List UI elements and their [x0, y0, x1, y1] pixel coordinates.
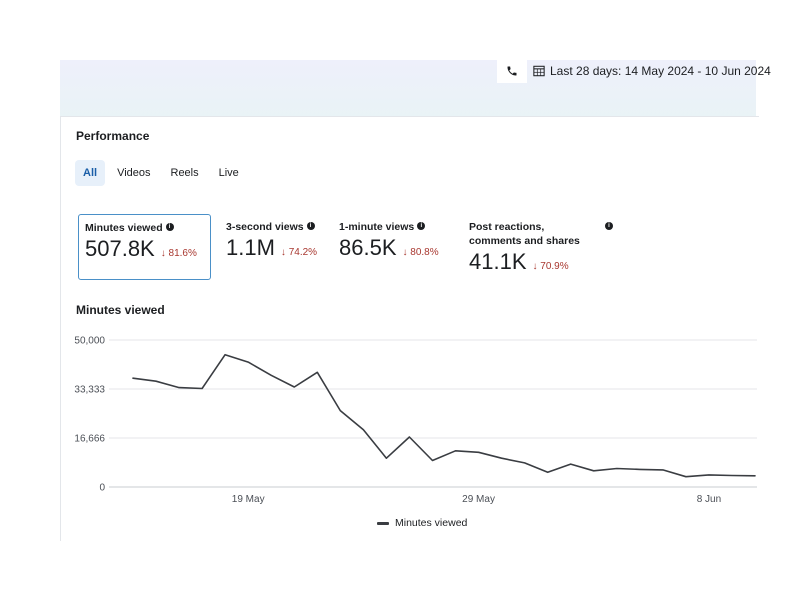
metric-value-row: 41.1K ↓ 70.9%: [469, 249, 619, 275]
header-band: [60, 60, 756, 118]
metric-label: 3-second views: [226, 221, 304, 233]
phone-icon: [507, 66, 517, 76]
tab-reels[interactable]: Reels: [170, 167, 199, 179]
metric-label-row: Minutes viewed i: [85, 221, 210, 235]
metric-value: 41.1K: [469, 249, 527, 274]
metric-card-3-second-views[interactable]: 3-second views i 1.1M ↓ 74.2%: [226, 220, 336, 261]
y-tick-label: 0: [99, 483, 105, 494]
metric-value-row: 1.1M ↓ 74.2%: [226, 235, 336, 261]
metric-label-row: 1-minute views i: [339, 220, 464, 234]
chart-legend[interactable]: Minutes viewed: [377, 517, 467, 529]
date-range-label: Last 28 days: 14 May 2024 - 10 Jun 2024: [550, 64, 771, 78]
x-tick-label: 29 May: [462, 494, 495, 505]
performance-panel: Performance All Videos Reels Live Minute…: [60, 116, 759, 541]
info-icon[interactable]: i: [417, 222, 426, 230]
minutes-viewed-chart: 0 16,666 33,333 50,000 19 May 29 May 8 Jun: [74, 336, 757, 505]
tab-live[interactable]: Live: [218, 167, 239, 179]
legend-label: Minutes viewed: [395, 517, 468, 529]
metric-card-1-minute-views[interactable]: 1-minute views i 86.5K ↓ 80.8%: [339, 220, 464, 261]
metric-label: Minutes viewed: [85, 222, 163, 234]
x-tick-label: 8 Jun: [697, 494, 721, 505]
calendar-icon: [533, 65, 545, 77]
metric-label: 1-minute views: [339, 221, 415, 233]
phone-button[interactable]: [497, 59, 527, 83]
metric-label-row: Post reactions, comments and shares i: [469, 220, 613, 248]
metric-card-post-reactions[interactable]: Post reactions, comments and shares i 41…: [469, 220, 619, 275]
metric-value: 507.8K: [85, 236, 155, 261]
info-icon[interactable]: i: [306, 222, 315, 230]
metric-label: Post reactions, comments and shares: [469, 221, 580, 247]
legend-swatch: [377, 521, 389, 525]
date-range-selector[interactable]: Last 28 days: 14 May 2024 - 10 Jun 2024: [533, 61, 771, 81]
chart-title: Minutes viewed: [76, 303, 165, 317]
info-icon[interactable]: i: [165, 223, 174, 231]
info-icon[interactable]: i: [605, 222, 613, 230]
panel-title: Performance: [76, 129, 150, 143]
series-line-minutes-viewed: [132, 353, 756, 478]
y-tick-label: 50,000: [74, 336, 105, 347]
tab-videos[interactable]: Videos: [117, 167, 151, 179]
tab-all[interactable]: All: [75, 160, 106, 186]
metric-value: 1.1M: [226, 235, 275, 260]
metric-label-row: 3-second views i: [226, 220, 336, 234]
metric-change: ↓ 74.2%: [280, 247, 318, 258]
y-tick-label: 16,666: [74, 434, 105, 445]
metric-change: ↓ 80.8%: [402, 247, 439, 258]
metric-value: 86.5K: [339, 235, 397, 260]
metric-value-row: 507.8K ↓ 81.6%: [85, 236, 210, 262]
metric-change: ↓ 70.9%: [532, 261, 569, 272]
metric-value-row: 86.5K ↓ 80.8%: [339, 235, 464, 261]
content-type-tabs: All Videos Reels Live: [75, 160, 247, 186]
y-tick-label: 33,333: [74, 385, 105, 396]
metric-card-minutes-viewed[interactable]: Minutes viewed i 507.8K ↓ 81.6%: [78, 214, 211, 280]
x-tick-label: 19 May: [232, 494, 265, 505]
metric-change: ↓ 81.6%: [160, 248, 197, 259]
